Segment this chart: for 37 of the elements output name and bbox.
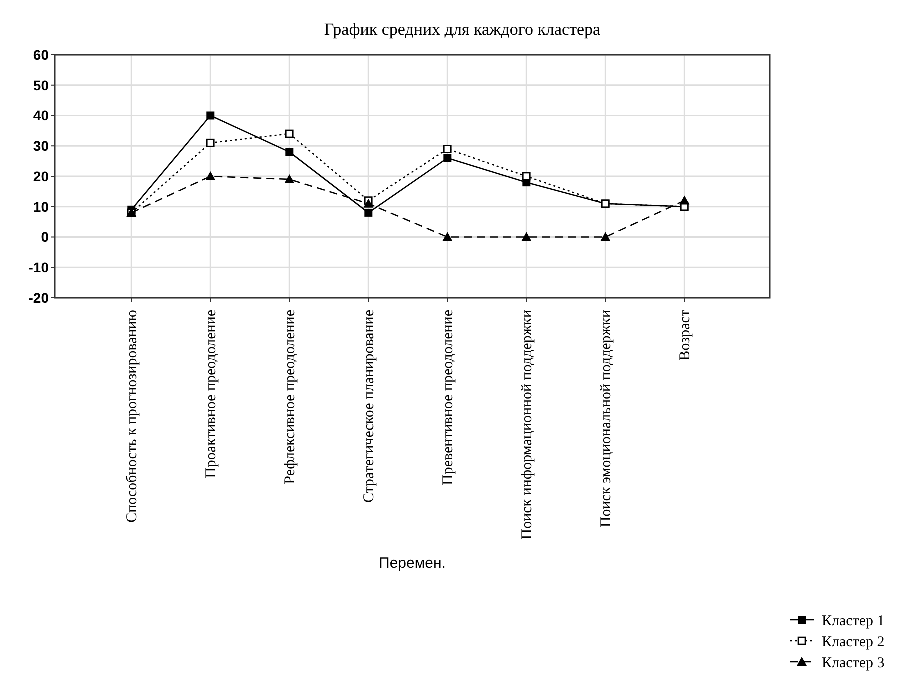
y-tick-label: -20 <box>28 290 50 306</box>
y-tick-label: -10 <box>28 260 50 276</box>
point <box>522 172 531 181</box>
legend-label: Кластер 2 <box>822 634 885 650</box>
point <box>206 112 215 120</box>
x-tick-label: Стратегическое планирование <box>362 310 378 504</box>
y-tick-label: 10 <box>33 198 50 215</box>
y-tick-label: 50 <box>33 77 50 94</box>
point <box>285 130 294 138</box>
x-tick-label: Поиск эмоциональной поддержки <box>598 310 615 528</box>
y-tick-label: 0 <box>41 229 50 246</box>
point <box>364 198 374 208</box>
point <box>444 154 452 162</box>
point <box>286 148 294 156</box>
chart-title: График средних для каждого кластера <box>324 20 602 39</box>
y-tick-label: 30 <box>33 138 50 154</box>
point <box>444 145 452 154</box>
y-tick-label: 20 <box>33 168 50 184</box>
legend-label: Кластер 3 <box>822 655 885 672</box>
x-tick-label: Возраст <box>678 310 694 361</box>
point <box>206 172 216 180</box>
point <box>522 232 532 242</box>
y-tick-label: 60 <box>33 46 50 63</box>
x-tick-label: Поиск информационной поддержки <box>520 310 536 540</box>
point <box>284 174 295 184</box>
point <box>206 138 215 148</box>
legend-label: Кластер 1 <box>822 613 885 630</box>
point <box>600 232 611 242</box>
point <box>364 208 373 217</box>
point <box>442 232 453 242</box>
x-tick-label: Способность к прогнозированию <box>124 310 141 523</box>
x-axis-title: Перемен. <box>379 555 446 572</box>
point <box>680 196 690 205</box>
x-tick-label: Проактивное преодоление <box>204 310 220 478</box>
x-tick-label: Рефлексивное преодоление <box>282 310 299 484</box>
y-tick-label: 40 <box>33 108 50 124</box>
x-tick-label: Превентивное преодоление <box>440 310 457 486</box>
